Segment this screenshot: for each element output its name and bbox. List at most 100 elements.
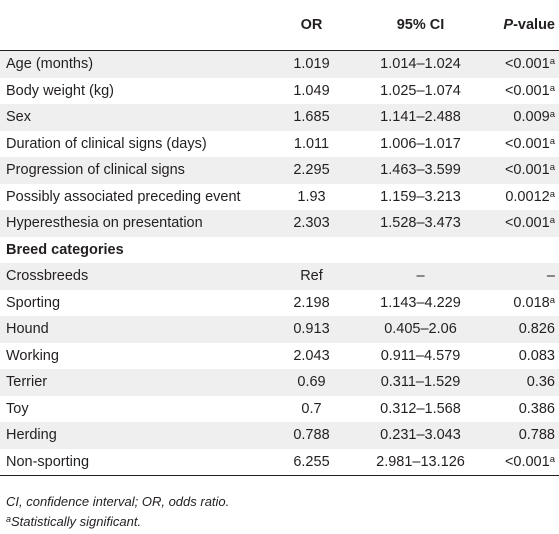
p-value-text: <0.001 [504, 162, 550, 179]
p-value-cell: 0.386 [484, 395, 559, 422]
footnote-abbreviations: CI, confidence interval; OR, odds ratio. [6, 494, 230, 509]
header-or: OR [266, 0, 357, 51]
p-value-text: <0.001 [504, 82, 550, 99]
odds-ratio-cell: 2.295 [266, 157, 357, 184]
table-row: Non-sporting 6.255 2.981–13.126 <0.001a [0, 448, 559, 476]
significance-marker: a [549, 109, 555, 121]
section-header-row: Breed categories [0, 236, 559, 263]
p-value-cell: 0.083 [484, 342, 559, 369]
table-row: Body weight (kg) 1.049 1.025–1.074 <0.001a [0, 77, 559, 104]
significance-marker: a [549, 188, 555, 200]
confidence-interval-cell: 1.006–1.017 [357, 130, 484, 157]
p-value-cell [484, 236, 559, 263]
odds-ratio-cell: 2.303 [266, 210, 357, 237]
header-p-suffix: -value [513, 17, 555, 33]
odds-ratio-cell: 0.788 [266, 422, 357, 449]
p-value-cell: 0.018a [484, 289, 559, 316]
confidence-interval-cell: 2.981–13.126 [357, 448, 484, 476]
header-ci: 95% CI [357, 0, 484, 51]
confidence-interval-cell: 0.311–1.529 [357, 369, 484, 396]
p-value-cell: 0.0012a [484, 183, 559, 210]
row-label: Hyperesthesia on presentation [0, 210, 266, 237]
table-row: Sporting 2.198 1.143–4.229 0.018a [0, 289, 559, 316]
confidence-interval-cell: 1.143–4.229 [357, 289, 484, 316]
odds-ratio-cell: 0.913 [266, 316, 357, 343]
row-label: Possibly associated preceding event [0, 183, 266, 210]
confidence-interval-cell: 0.231–3.043 [357, 422, 484, 449]
odds-ratio-cell: Ref [266, 263, 357, 290]
table-row: Working 2.043 0.911–4.579 0.083 [0, 342, 559, 369]
confidence-interval-cell [357, 236, 484, 263]
significance-marker: a [549, 82, 555, 94]
row-label: Crossbreeds [0, 263, 266, 290]
confidence-interval-cell: 1.014–1.024 [357, 50, 484, 78]
odds-ratio-cell: 1.685 [266, 104, 357, 131]
significance-marker: a [549, 135, 555, 147]
row-label: Hound [0, 316, 266, 343]
p-value-cell: 0.788 [484, 422, 559, 449]
confidence-interval-cell: 0.312–1.568 [357, 395, 484, 422]
p-value-text: 0.018 [513, 294, 550, 311]
confidence-interval-cell: 1.528–3.473 [357, 210, 484, 237]
p-value-cell: 0.36 [484, 369, 559, 396]
odds-ratio-cell: 0.7 [266, 395, 357, 422]
row-label: Duration of clinical signs (days) [0, 130, 266, 157]
p-value-text: 0.36 [526, 374, 555, 391]
odds-ratio-cell: 1.019 [266, 50, 357, 78]
header-p-letter: P [503, 17, 514, 33]
confidence-interval-cell: 0.405–2.06 [357, 316, 484, 343]
table-row: Toy 0.7 0.312–1.568 0.386 [0, 395, 559, 422]
odds-ratio-cell [266, 236, 357, 263]
p-value-cell: <0.001a [484, 210, 559, 237]
odds-ratio-table: OR 95% CI P-value Age (months) 1.019 1.014… [0, 0, 559, 476]
table-row: Terrier 0.69 0.311–1.529 0.36 [0, 369, 559, 396]
table-row: Crossbreeds Ref – – [0, 263, 559, 290]
odds-ratio-cell: 1.93 [266, 183, 357, 210]
confidence-interval-cell: 0.911–4.579 [357, 342, 484, 369]
significance-marker: a [549, 294, 555, 306]
odds-ratio-cell: 2.198 [266, 289, 357, 316]
p-value-cell: – [484, 263, 559, 290]
header-variable [0, 0, 266, 51]
confidence-interval-cell: 1.463–3.599 [357, 157, 484, 184]
row-label: Non-sporting [0, 448, 266, 476]
row-label: Toy [0, 395, 266, 422]
table-row: Hyperesthesia on presentation 2.303 1.528–… [0, 210, 559, 237]
odds-ratio-cell: 2.043 [266, 342, 357, 369]
p-value-cell: <0.001a [484, 130, 559, 157]
odds-ratio-cell: 1.011 [266, 130, 357, 157]
table-row: Progression of clinical signs 2.295 1.463–… [0, 157, 559, 184]
footnote-significance: aStatistically significant. [6, 512, 229, 532]
p-value-cell: 0.826 [484, 316, 559, 343]
p-value-cell: 0.009a [484, 104, 559, 131]
p-value-text: 0.788 [518, 427, 555, 444]
p-value-text: 0.009 [513, 109, 550, 126]
confidence-interval-cell: – [357, 263, 484, 290]
row-label: Breed categories [0, 236, 266, 263]
table-row: Duration of clinical signs (days) 1.011 1.… [0, 130, 559, 157]
table-row: Herding 0.788 0.231–3.043 0.788 [0, 422, 559, 449]
row-label: Sex [0, 104, 266, 131]
row-label: Body weight (kg) [0, 77, 266, 104]
confidence-interval-cell: 1.025–1.074 [357, 77, 484, 104]
header-p-value: P-value [484, 0, 559, 51]
p-value-text: 0.826 [518, 321, 555, 338]
p-value-cell: <0.001a [484, 50, 559, 78]
p-value-text: <0.001 [504, 215, 550, 232]
p-value-text: 0.083 [518, 347, 555, 364]
table-footnotes: CI, confidence interval; OR, odds ratio.… [6, 492, 229, 532]
p-value-text: <0.001 [504, 56, 550, 73]
confidence-interval-cell: 1.159–3.213 [357, 183, 484, 210]
row-label: Age (months) [0, 50, 266, 78]
confidence-interval-cell: 1.141–2.488 [357, 104, 484, 131]
table-header-row: OR 95% CI P-value [0, 0, 559, 51]
table-row: Hound 0.913 0.405–2.06 0.826 [0, 316, 559, 343]
row-label: Progression of clinical signs [0, 157, 266, 184]
p-value-text: 0.0012 [505, 188, 550, 205]
row-label: Terrier [0, 369, 266, 396]
p-value-cell: <0.001a [484, 77, 559, 104]
odds-ratio-cell: 1.049 [266, 77, 357, 104]
row-label: Working [0, 342, 266, 369]
p-value-text: 0.386 [518, 400, 555, 417]
